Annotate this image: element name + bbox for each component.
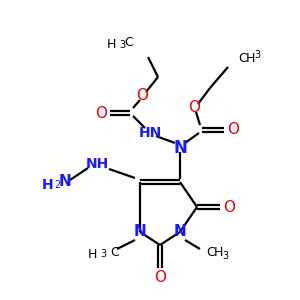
Text: O: O	[95, 106, 107, 121]
Text: 3: 3	[100, 249, 106, 259]
Text: NH: NH	[85, 157, 109, 171]
Text: H: H	[42, 178, 54, 192]
Text: 3: 3	[119, 40, 125, 50]
Text: 3: 3	[222, 251, 228, 261]
Text: H: H	[214, 247, 224, 260]
Text: N: N	[174, 224, 186, 239]
Text: H: H	[88, 248, 97, 260]
Text: C: C	[206, 247, 215, 260]
Text: O: O	[227, 122, 239, 137]
Text: 3: 3	[254, 50, 260, 60]
Text: N: N	[134, 224, 146, 239]
Text: O: O	[154, 271, 166, 286]
Text: N: N	[173, 139, 187, 157]
Text: C: C	[238, 52, 247, 64]
Text: O: O	[188, 100, 200, 116]
Text: H: H	[106, 38, 116, 52]
Text: O: O	[136, 88, 148, 104]
Text: N: N	[58, 175, 71, 190]
Text: C: C	[124, 37, 134, 50]
Text: H: H	[246, 52, 255, 64]
Text: 2: 2	[54, 180, 60, 190]
Text: C: C	[110, 247, 119, 260]
Text: HN: HN	[138, 126, 162, 140]
Text: O: O	[223, 200, 235, 214]
